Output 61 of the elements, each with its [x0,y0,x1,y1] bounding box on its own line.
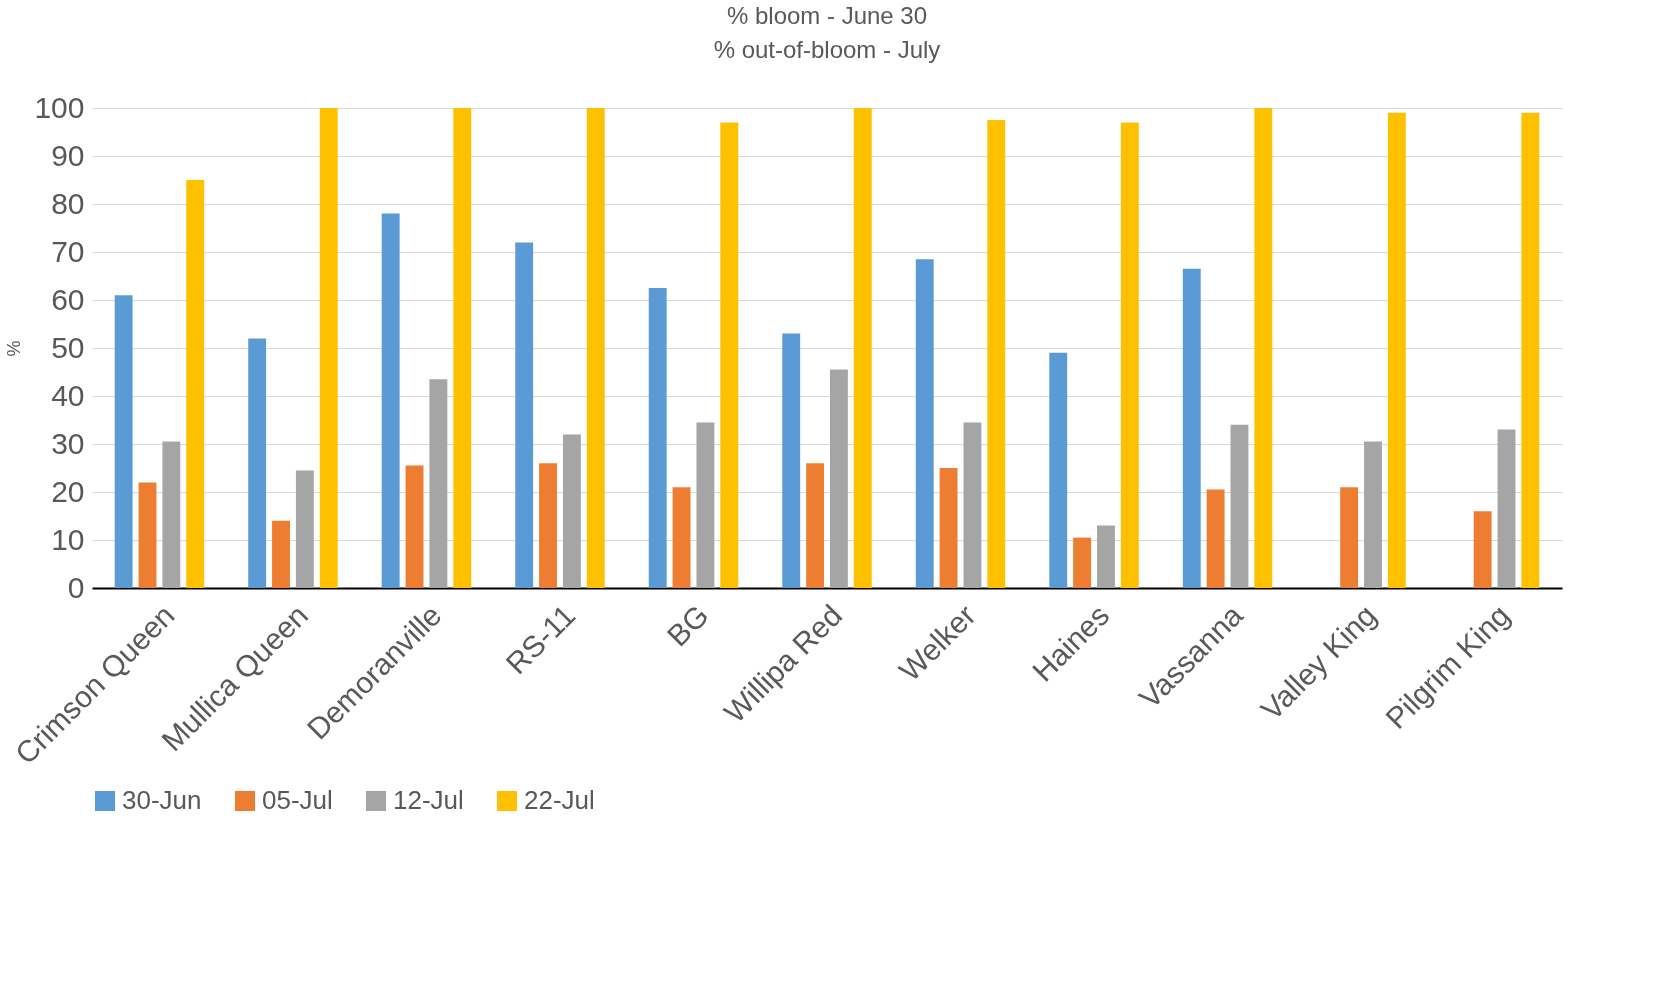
bar [1497,429,1516,588]
bar [1120,122,1139,588]
bar [987,120,1006,588]
y-tick-label: 20 [51,474,85,508]
bar [539,463,557,588]
bar [1387,112,1406,588]
y-tick-label: 50 [51,330,85,364]
bar [1473,511,1492,588]
y-tick-label: 80 [51,186,85,220]
bar [672,487,691,588]
bar [295,470,314,588]
y-tick-label: 70 [51,234,85,268]
y-tick-label: 100 [34,90,85,124]
bar [939,468,958,588]
bar [1097,525,1115,588]
bar [186,180,205,588]
bar [829,369,848,588]
bar [429,379,448,588]
bar [1521,112,1540,588]
legend-label: 05-Jul [262,785,333,815]
y-tick-label: 90 [51,138,85,172]
bar [272,520,290,588]
bar [1230,424,1249,588]
bar [1073,537,1092,588]
bar [114,295,133,588]
bar [515,242,534,588]
bar [319,108,338,588]
y-tick-label: 10 [51,522,85,556]
bar [248,338,267,588]
x-tick-label: BG [660,598,715,653]
bar [1182,268,1201,588]
bar [138,482,157,588]
bar [381,213,400,588]
bar [1364,441,1382,588]
y-tick-label: 40 [51,378,85,412]
bar [1049,352,1068,588]
bar [1340,487,1359,588]
bar [1206,489,1225,588]
bar [162,441,181,588]
bar [915,259,934,588]
y-tick-label: 30 [51,426,85,460]
bar [782,333,801,588]
bar [405,465,424,588]
bar [1254,108,1273,588]
bar [696,422,715,588]
legend-label: 12-Jul [393,785,464,815]
bar [853,108,872,588]
chart-subtitle: % out-of-bloom - July [713,36,941,63]
bar [720,122,739,588]
chart-title: % bloom - June 30 [726,2,928,29]
legend-label: 22-Jul [524,785,595,815]
y-tick-label: 0 [67,570,85,604]
bar [963,422,982,588]
bar [453,108,472,588]
y-axis-title: % [4,340,25,357]
bar [586,108,605,588]
bar [648,288,667,588]
y-tick-label: 60 [51,282,85,316]
bar [806,463,825,588]
legend-label: 30-Jun [122,785,202,815]
bar [562,434,581,588]
